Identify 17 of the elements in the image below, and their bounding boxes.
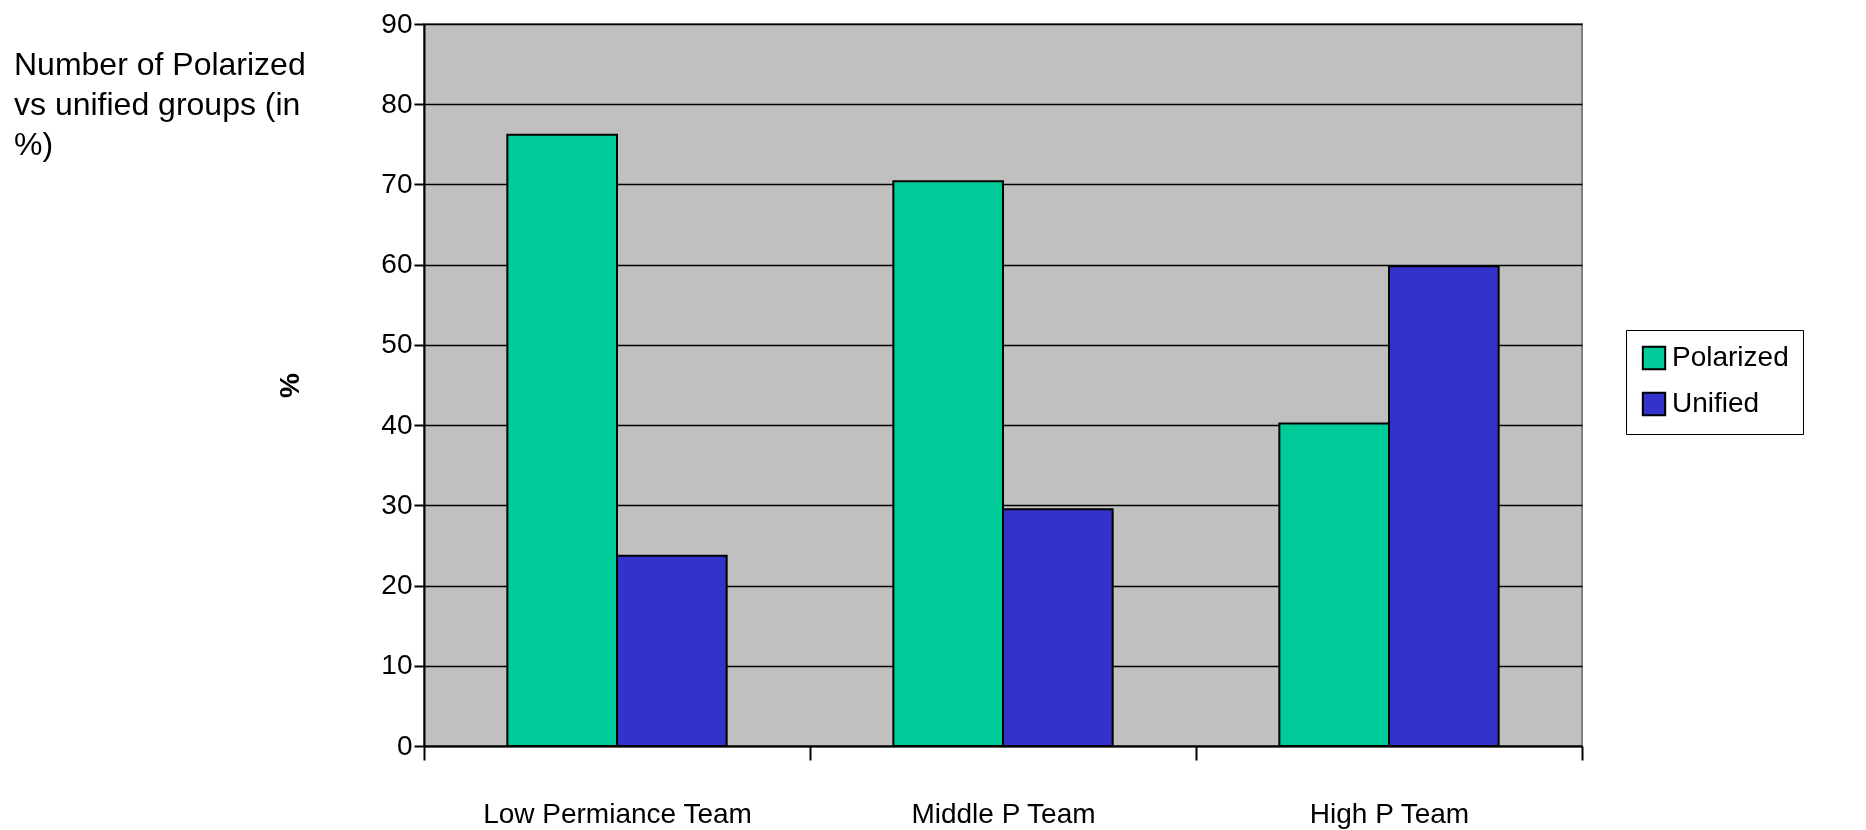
y-tick-label: 10: [381, 649, 413, 681]
legend-label: Unified: [1672, 387, 1760, 418]
y-tick-label: 80: [381, 87, 413, 119]
x-tick-label: High P Team: [1309, 797, 1470, 829]
y-axis-title: %: [274, 372, 306, 398]
y-tick-label: 90: [381, 7, 413, 39]
text: Number of Polarized vs unified groups (in %): [14, 45, 307, 164]
x-tick-label: Low Permiance Team: [483, 797, 752, 829]
y-tick-label: 70: [381, 167, 413, 199]
y-tick-label: 50: [381, 328, 413, 360]
y-tick-label: 60: [381, 248, 413, 280]
y-tick-label: 40: [381, 408, 413, 440]
y-tick-label: 20: [381, 569, 413, 601]
x-tick-label: Middle P Team: [911, 797, 1096, 829]
y-tick-label: 30: [381, 488, 413, 520]
y-tick-label: 0: [396, 729, 413, 761]
legend-label: Polarized: [1672, 341, 1789, 372]
